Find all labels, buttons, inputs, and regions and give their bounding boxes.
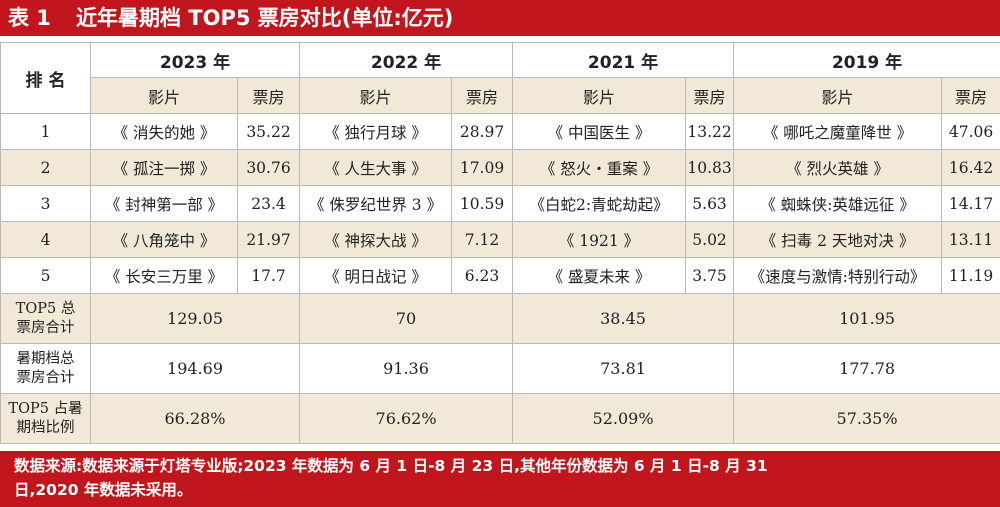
summary-value: 177.78	[733, 343, 1000, 394]
summary-value: 38.45	[512, 293, 735, 344]
film-cell: 《速度与激情:特别行动》	[733, 257, 943, 294]
film-header: 影片	[90, 77, 238, 114]
source-note: 数据来源:数据来源于灯塔专业版;2023 年数据为 6 月 1 日-8 月 23…	[0, 451, 1000, 507]
box-office-cell: 17.7	[236, 257, 301, 294]
box-office-cell: 23.4	[236, 185, 301, 222]
rank-cell: 4	[0, 221, 91, 258]
source-note-line: 数据来源:数据来源于灯塔专业版;2023 年数据为 6 月 1 日-8 月 23…	[14, 457, 768, 475]
film-cell: 《 扫毒 2 天地对决 》	[733, 221, 943, 258]
summary-value: 57.35%	[733, 393, 1000, 444]
box-office-header: 票房	[451, 77, 514, 114]
table-row: 2 《 孤注一掷 》 30.76 《 人生大事 》 17.09 《 怒火・重案 …	[0, 149, 1000, 186]
summary-value: 76.62%	[299, 393, 514, 444]
summary-value: 66.28%	[89, 393, 301, 444]
year-header: 2022 年	[299, 42, 514, 78]
box-office-cell: 5.63	[685, 185, 735, 222]
year-header-row: 排 名 2023 年 2022 年 2021 年 2019 年	[0, 42, 1000, 114]
film-cell: 《 八角笼中 》	[90, 221, 238, 258]
box-office-header: 票房	[236, 77, 301, 114]
box-office-cell: 21.97	[236, 221, 301, 258]
column-header-row: 影片 票房 影片 票房 影片 票房 影片 票房	[1, 77, 1000, 114]
rank-cell: 1	[0, 113, 91, 150]
film-cell: 《 人生大事 》	[299, 149, 453, 186]
box-office-cell: 13.11	[941, 221, 1000, 258]
film-cell: 《白蛇2:青蛇劫起》	[512, 185, 687, 222]
summary-label-line: 票房合计	[16, 369, 75, 386]
summary-value: 101.95	[733, 293, 1000, 344]
film-cell: 《 长安三万里 》	[90, 257, 238, 294]
table-row: 5 《 长安三万里 》 17.7 《 明日战记 》 6.23 《 盛夏未来 》 …	[0, 257, 1000, 294]
summary-value: 52.09%	[512, 393, 735, 444]
table-row: 4 《 八角笼中 》 21.97 《 神探大战 》 7.12 《 1921 》 …	[0, 221, 1000, 258]
film-cell: 《 1921 》	[512, 221, 687, 258]
film-header: 影片	[733, 77, 943, 114]
summary-value: 129.05	[89, 293, 301, 344]
summary-label-line: TOP5 总	[15, 300, 76, 317]
box-office-cell: 14.17	[941, 185, 1000, 222]
film-cell: 《 消失的她 》	[90, 113, 238, 150]
box-office-cell: 47.06	[941, 113, 1000, 150]
table-number: 表 1	[8, 6, 51, 30]
box-office-table: 排 名 2023 年 2022 年 2021 年 2019 年 影片 票房 影片…	[0, 42, 1000, 444]
box-office-cell: 11.19	[941, 257, 1000, 294]
box-office-cell: 28.97	[451, 113, 514, 150]
box-office-cell: 35.22	[236, 113, 301, 150]
film-cell: 《 孤注一掷 》	[90, 149, 238, 186]
film-cell: 《 怒火・重案 》	[512, 149, 687, 186]
film-cell: 《 独行月球 》	[299, 113, 453, 150]
summary-label: TOP5 总票房合计	[0, 293, 91, 344]
film-cell: 《 侏罗纪世界 3 》	[299, 185, 453, 222]
film-cell: 《 烈火英雄 》	[733, 149, 943, 186]
table-row: 1 《 消失的她 》 35.22 《 独行月球 》 28.97 《 中国医生 》…	[0, 113, 1000, 150]
box-office-cell: 13.22	[685, 113, 735, 150]
box-office-cell: 6.23	[451, 257, 514, 294]
film-cell: 《 中国医生 》	[512, 113, 687, 150]
film-header: 影片	[299, 77, 453, 114]
summary-row: TOP5 总票房合计 129.05 70 38.45 101.95	[0, 293, 1000, 344]
box-office-cell: 30.76	[236, 149, 301, 186]
rank-cell: 2	[0, 149, 91, 186]
film-header: 影片	[512, 77, 687, 114]
film-cell: 《 封神第一部 》	[90, 185, 238, 222]
rank-header: 排 名	[0, 42, 91, 114]
summary-label: TOP5 占暑 期档比例	[0, 393, 91, 444]
box-office-header: 票房	[685, 77, 735, 114]
year-header: 2021 年	[512, 42, 735, 78]
box-office-cell: 10.83	[685, 149, 735, 186]
title-bar: 表 1 近年暑期档 TOP5 票房对比(单位:亿元)	[0, 0, 1000, 36]
year-header: 2023 年	[89, 42, 301, 78]
summary-value: 73.81	[512, 343, 735, 394]
film-cell: 《 神探大战 》	[299, 221, 453, 258]
box-office-cell: 7.12	[451, 221, 514, 258]
box-office-cell: 17.09	[451, 149, 514, 186]
summary-value: 91.36	[299, 343, 514, 394]
box-office-header: 票房	[941, 77, 1000, 114]
rank-cell: 5	[0, 257, 91, 294]
summary-value: 70	[299, 293, 514, 344]
summary-row: TOP5 占暑 期档比例 66.28% 76.62% 52.09% 57.35%	[0, 393, 1000, 444]
box-office-cell: 10.59	[451, 185, 514, 222]
summary-value: 194.69	[89, 343, 301, 394]
film-cell: 《 盛夏未来 》	[512, 257, 687, 294]
year-header: 2019 年	[733, 42, 1000, 78]
rank-cell: 3	[0, 185, 91, 222]
source-note-line: 日,2020 年数据未采用。	[14, 481, 193, 499]
table-title: 近年暑期档 TOP5 票房对比(单位:亿元)	[76, 6, 454, 30]
box-office-cell: 5.02	[685, 221, 735, 258]
box-office-cell: 16.42	[941, 149, 1000, 186]
film-cell: 《 哪吒之魔童降世 》	[733, 113, 943, 150]
table-row: 3 《 封神第一部 》 23.4 《 侏罗纪世界 3 》 10.59 《白蛇2:…	[0, 185, 1000, 222]
summary-label-line: TOP5 占暑	[8, 400, 83, 417]
summary-label-line: 暑期档总	[16, 350, 75, 367]
box-office-cell: 3.75	[685, 257, 735, 294]
summary-label: 暑期档总 票房合计	[0, 343, 91, 394]
film-cell: 《 明日战记 》	[299, 257, 453, 294]
summary-label-line: 期档比例	[16, 419, 75, 436]
film-cell: 《 蜘蛛侠:英雄远征 》	[733, 185, 943, 222]
summary-row: 暑期档总票房合计 194.69 91.36 73.81 177.78	[0, 343, 1000, 394]
summary-label-line: 票房合计	[16, 319, 75, 336]
